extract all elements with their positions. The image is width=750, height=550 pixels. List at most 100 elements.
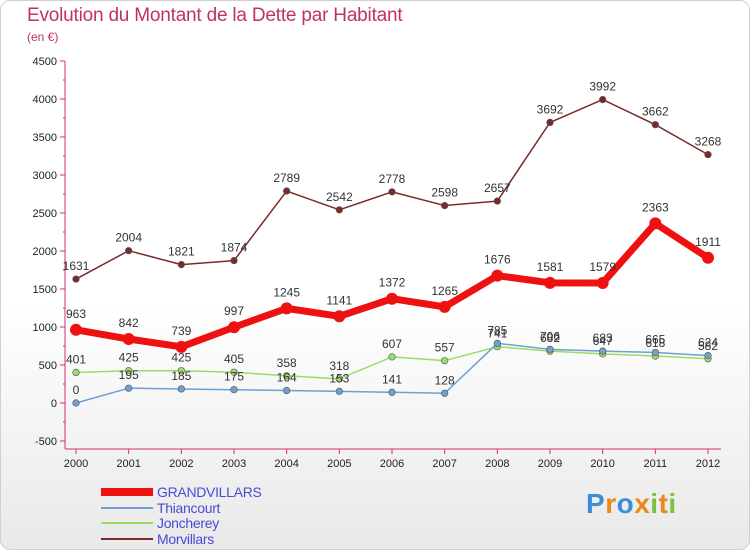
x-tick-label: 2006 bbox=[380, 458, 404, 470]
data-point bbox=[596, 276, 609, 289]
legend-label: GRANDVILLARS bbox=[157, 484, 262, 500]
data-label: 624 bbox=[698, 336, 718, 350]
data-label: 683 bbox=[593, 331, 613, 345]
data-label: 2598 bbox=[431, 186, 458, 200]
data-point bbox=[72, 275, 80, 283]
data-point bbox=[441, 357, 449, 365]
data-label: 665 bbox=[645, 332, 665, 346]
data-point bbox=[177, 261, 185, 269]
data-label: 3268 bbox=[695, 135, 722, 149]
data-point bbox=[599, 347, 607, 355]
x-tick-label: 2004 bbox=[274, 458, 298, 470]
x-tick-label: 2011 bbox=[644, 458, 668, 470]
data-label: 582 bbox=[698, 339, 718, 353]
data-point bbox=[546, 118, 554, 127]
data-point bbox=[177, 367, 185, 375]
data-point bbox=[125, 247, 133, 255]
data-label: 1141 bbox=[326, 293, 352, 307]
data-point bbox=[72, 399, 80, 407]
logo-letter: o bbox=[616, 488, 635, 519]
data-label: 425 bbox=[171, 351, 191, 365]
data-point bbox=[493, 339, 501, 347]
data-point bbox=[599, 96, 607, 104]
data-label: 1581 bbox=[537, 260, 564, 274]
data-point bbox=[228, 321, 240, 334]
data-point bbox=[438, 300, 451, 313]
data-label: 405 bbox=[224, 352, 244, 366]
data-label: 185 bbox=[171, 369, 191, 383]
chart-title: Evolution du Montant de la Dette par Hab… bbox=[27, 5, 403, 26]
logo-letter: i bbox=[668, 488, 677, 519]
data-label: 2789 bbox=[273, 171, 300, 185]
data-label: 997 bbox=[224, 304, 244, 318]
data-point bbox=[651, 348, 659, 357]
data-point bbox=[651, 121, 659, 129]
data-point bbox=[283, 372, 291, 380]
data-point bbox=[230, 256, 238, 265]
data-label: 842 bbox=[119, 316, 139, 330]
data-label: 1579 bbox=[589, 260, 616, 274]
data-label: 618 bbox=[645, 336, 665, 350]
data-point bbox=[283, 187, 291, 195]
data-point bbox=[388, 388, 396, 396]
y-tick-label: 3500 bbox=[33, 132, 57, 144]
data-label: 739 bbox=[171, 324, 191, 338]
data-point bbox=[125, 367, 133, 375]
y-tick-label: 500 bbox=[39, 360, 57, 372]
data-point bbox=[280, 302, 293, 315]
y-tick-label: 2000 bbox=[33, 246, 57, 258]
x-tick-label: 2007 bbox=[432, 458, 456, 470]
legend-label: Joncherey bbox=[157, 515, 219, 531]
y-tick-label: 1000 bbox=[33, 322, 57, 334]
data-label: 425 bbox=[119, 351, 139, 365]
data-point bbox=[177, 385, 185, 393]
data-point bbox=[544, 276, 556, 289]
legend-swatch bbox=[101, 488, 153, 496]
x-tick-label: 2002 bbox=[169, 458, 193, 470]
y-tick-label: -500 bbox=[35, 436, 57, 448]
data-label: 1874 bbox=[221, 241, 248, 255]
y-tick-label: 1500 bbox=[33, 284, 57, 296]
x-tick-label: 2008 bbox=[485, 458, 509, 470]
chart-unit: (en €) bbox=[27, 30, 59, 44]
x-tick-label: 2012 bbox=[696, 458, 720, 470]
data-label: 1676 bbox=[484, 253, 511, 267]
legend-label: Morvillars bbox=[157, 530, 214, 547]
data-label: 1265 bbox=[431, 284, 458, 298]
logo-letter: t bbox=[658, 488, 669, 519]
data-label: 706 bbox=[540, 329, 560, 343]
data-point bbox=[335, 375, 343, 383]
data-label: 1372 bbox=[379, 276, 406, 290]
data-point bbox=[125, 384, 133, 392]
data-label: 1911 bbox=[695, 235, 721, 249]
data-point bbox=[386, 292, 398, 305]
logo-letter: i bbox=[650, 488, 659, 519]
logo-letter: r bbox=[605, 488, 617, 519]
data-point bbox=[702, 251, 714, 264]
data-label: 963 bbox=[66, 307, 86, 321]
data-label: 741 bbox=[487, 327, 507, 341]
data-label: 607 bbox=[382, 337, 402, 351]
x-tick-label: 2005 bbox=[327, 458, 351, 470]
x-tick-label: 2010 bbox=[590, 458, 614, 470]
x-tick-label: 2009 bbox=[538, 458, 562, 470]
data-point bbox=[491, 269, 504, 282]
data-label: 1245 bbox=[273, 285, 300, 299]
data-label: 682 bbox=[540, 331, 560, 345]
data-point bbox=[441, 201, 449, 210]
data-point bbox=[122, 333, 135, 346]
y-tick-label: 2500 bbox=[33, 208, 57, 220]
data-label: 175 bbox=[224, 370, 244, 384]
data-point bbox=[704, 351, 712, 360]
data-label: 1631 bbox=[63, 259, 90, 273]
legend-swatch bbox=[101, 522, 153, 524]
data-point bbox=[230, 386, 238, 394]
data-label: 647 bbox=[593, 334, 613, 348]
y-tick-label: 4000 bbox=[33, 94, 57, 106]
logo-letter: P bbox=[586, 488, 606, 519]
data-label: 2542 bbox=[326, 190, 353, 204]
data-label: 358 bbox=[277, 356, 297, 370]
data-point bbox=[175, 340, 188, 353]
